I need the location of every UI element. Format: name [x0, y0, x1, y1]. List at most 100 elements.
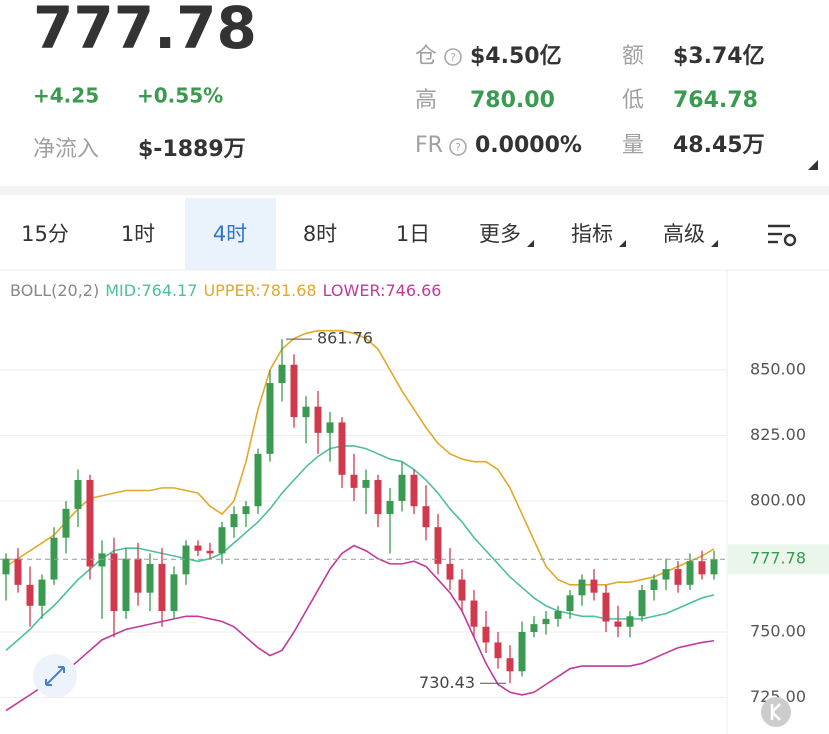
- stat-value: 780.00: [470, 88, 555, 113]
- candle-body: [266, 383, 274, 454]
- tab[interactable]: 1日: [396, 222, 430, 246]
- candle-body: [590, 579, 598, 593]
- separator: [0, 186, 829, 195]
- netflow: $-1889万: [138, 137, 246, 162]
- stat-value: $4.50亿: [470, 44, 562, 69]
- candle-body: [62, 508, 70, 538]
- candle-body: [638, 590, 646, 617]
- band-line: [5, 329, 715, 586]
- expand-icon[interactable]: [808, 160, 818, 170]
- candle-body: [254, 453, 262, 507]
- candle-body: [26, 584, 34, 606]
- tab[interactable]: 高级: [663, 222, 705, 246]
- tab[interactable]: 8时: [303, 222, 337, 246]
- indicator-name: BOLL(20,2): [10, 281, 99, 300]
- candle-body: [206, 550, 214, 554]
- candle-body: [434, 527, 442, 564]
- price: 777.78: [33, 0, 257, 62]
- tab[interactable]: 更多: [479, 222, 521, 246]
- candle-body: [290, 364, 298, 418]
- candle-body: [86, 480, 94, 567]
- stat-value: 0.0000%: [475, 133, 582, 158]
- candle-body: [650, 579, 658, 591]
- dropdown-arrow: [711, 240, 718, 247]
- candle-body: [38, 579, 46, 606]
- logo: [761, 697, 791, 727]
- candle-body: [674, 569, 682, 585]
- candle-body: [686, 561, 694, 585]
- candle-body: [158, 563, 166, 612]
- band-line: [5, 544, 715, 712]
- stat-label: 额: [622, 44, 644, 69]
- candle-body: [182, 545, 190, 575]
- candle-body: [2, 558, 10, 575]
- change: +4.25: [33, 84, 99, 108]
- dropdown-arrow: [619, 240, 626, 247]
- stat-label: 高: [415, 88, 437, 113]
- tab[interactable]: 1时: [121, 222, 155, 246]
- y-tick-label: 750.00: [750, 621, 806, 640]
- candle-body: [506, 658, 514, 672]
- indicator-item: UPPER:781.68: [203, 281, 316, 300]
- svg-text:?: ?: [455, 141, 461, 154]
- indicator-item: LOWER:746.66: [323, 281, 442, 300]
- candle-body: [278, 364, 286, 384]
- candle-body: [470, 600, 478, 627]
- settings-icon[interactable]: [768, 224, 797, 247]
- indicator-item: MID:764.17: [105, 281, 197, 300]
- tab[interactable]: 15分: [21, 222, 69, 246]
- candle-body: [554, 611, 562, 619]
- candle-body: [326, 422, 334, 433]
- help-icon[interactable]: ?: [449, 138, 467, 156]
- candle-body: [710, 559, 718, 575]
- candle-body: [662, 569, 670, 580]
- stat-value: $3.74亿: [673, 44, 765, 69]
- candle-body: [602, 592, 610, 622]
- tab[interactable]: 4时: [213, 222, 247, 246]
- candle-body: [50, 537, 58, 580]
- candle-body: [458, 579, 466, 601]
- y-tick-label: 725.00: [750, 687, 806, 706]
- candle-body: [362, 480, 370, 488]
- expand-chart-button[interactable]: [33, 654, 77, 698]
- stat-label: 仓: [415, 44, 437, 69]
- stat-label: 量: [622, 133, 644, 158]
- candle-body: [410, 474, 418, 507]
- candle-body: [242, 506, 250, 515]
- netflow-label: 净流入: [33, 137, 99, 162]
- candle-body: [422, 506, 430, 528]
- candle-body: [542, 618, 550, 625]
- indicator-legend: BOLL(20,2) MID:764.17 UPPER:781.68 LOWER:74…: [10, 281, 441, 300]
- candle-body: [398, 474, 406, 501]
- candle-body: [698, 561, 706, 575]
- candle-body: [494, 642, 502, 659]
- y-tick-label: 850.00: [750, 359, 806, 378]
- y-tick-label: 825.00: [750, 425, 806, 444]
- candle-body: [614, 621, 622, 627]
- last-price-tag: [728, 544, 829, 575]
- max-label: 861.76: [317, 329, 373, 348]
- candle-body: [14, 558, 22, 585]
- candle-body: [110, 553, 118, 612]
- candle-body: [374, 480, 382, 515]
- band-line: [5, 445, 715, 651]
- stat-value: 764.78: [673, 88, 758, 113]
- tab[interactable]: 指标: [571, 222, 613, 246]
- active-tab-bg: [185, 198, 276, 270]
- candle-body: [578, 579, 586, 596]
- candle-body: [98, 553, 106, 567]
- last-price-label: 777.78: [750, 549, 806, 568]
- candle-body: [170, 574, 178, 612]
- candle-body: [338, 422, 346, 475]
- candle-body: [386, 500, 394, 515]
- stat-label: 低: [622, 88, 644, 113]
- candle-body: [122, 558, 130, 612]
- candle-body: [302, 406, 310, 418]
- stat-value: 48.45万: [673, 133, 765, 158]
- candle-body: [626, 616, 634, 627]
- candle-body: [446, 563, 454, 580]
- candle-body: [350, 474, 358, 488]
- help-icon[interactable]: ?: [444, 48, 462, 66]
- candle-body: [74, 480, 82, 509]
